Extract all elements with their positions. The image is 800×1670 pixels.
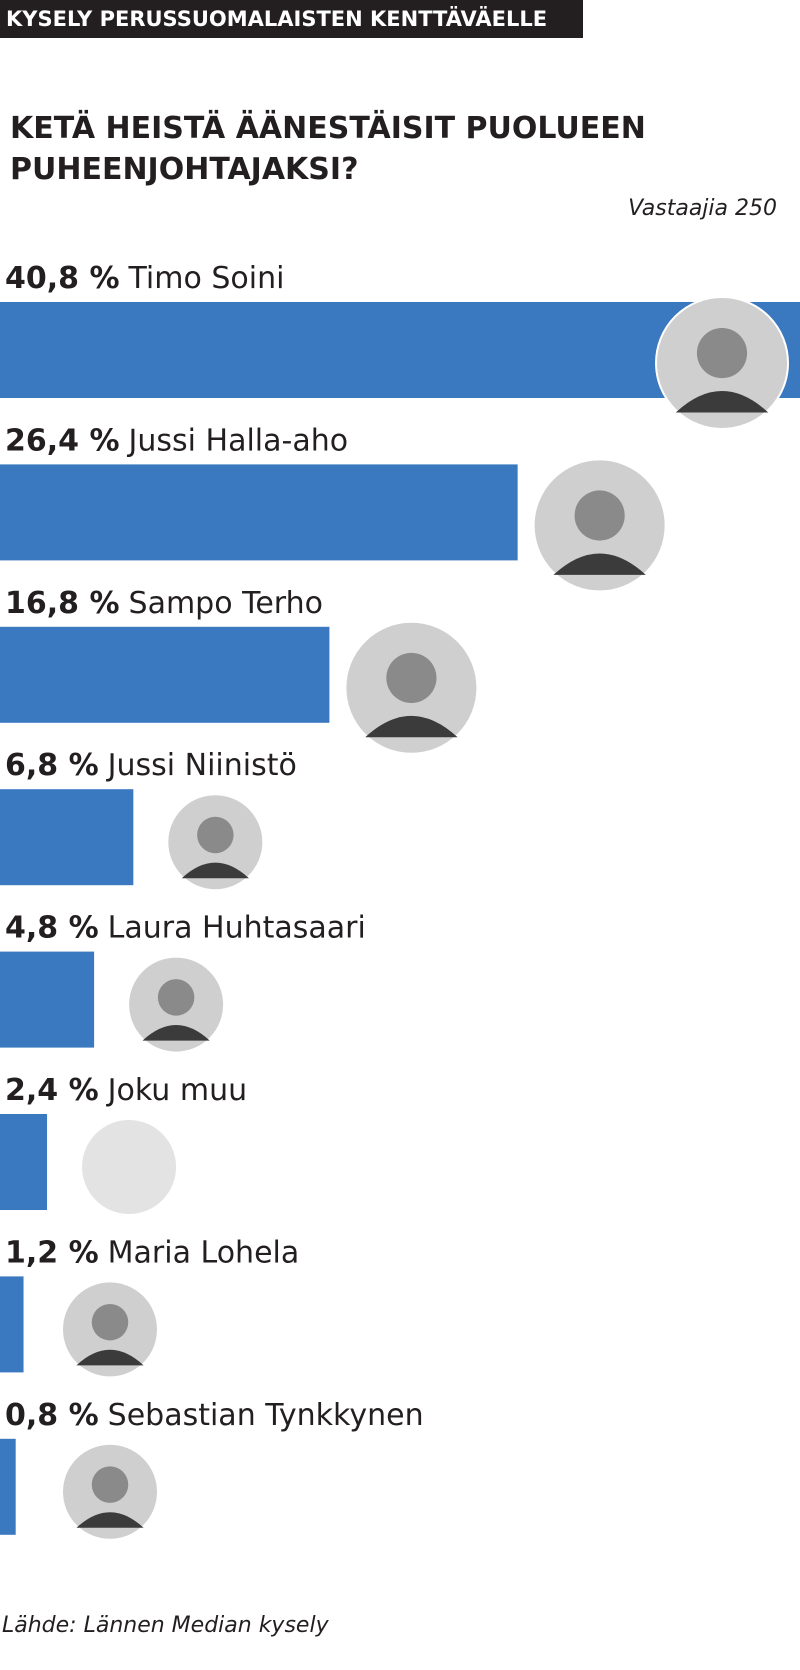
category-label: Timo Soini [128, 261, 285, 296]
value-label: 26,4 % [5, 423, 120, 458]
photo-body [142, 1025, 210, 1041]
bar [0, 1438, 16, 1535]
value-label: 2,4 % [5, 1073, 99, 1108]
row-label: 26,4 % Jussi Halla-aho [5, 423, 348, 458]
chart-title: KETÄ HEISTÄ ÄÄNESTÄISIT PUOLUEEN PUHEENJ… [10, 111, 646, 187]
photo-body [675, 391, 769, 413]
row-label: 1,2 % Maria Lohela [5, 1235, 299, 1270]
header: KYSELY PERUSSUOMALAISTEN KENTTÄVÄELLE [0, 0, 583, 38]
bar [0, 626, 330, 723]
row-label: 0,8 % Sebastian Tynkkynen [5, 1397, 424, 1432]
category-label: Sebastian Tynkkynen [108, 1397, 424, 1432]
row-label: 6,8 % Jussi Niinistö [5, 748, 297, 783]
photo-body [365, 715, 458, 738]
value-label: 6,8 % [5, 748, 99, 783]
category-label: Maria Lohela [108, 1235, 300, 1270]
bar [0, 951, 95, 1048]
value-label: 4,8 % [5, 910, 99, 945]
row-label: 40,8 % Timo Soini [5, 261, 284, 296]
photo-placeholder [80, 1118, 179, 1216]
bar [0, 789, 134, 886]
photo-head [386, 652, 437, 703]
value-label: 0,8 % [5, 1397, 99, 1432]
photo-body [181, 862, 249, 879]
bar [0, 464, 518, 561]
row-label: 4,8 % Laura Huhtasaari [5, 910, 366, 945]
category-label: Sampo Terho [129, 585, 323, 620]
photo-body [76, 1512, 144, 1528]
value-label: 40,8 % [5, 261, 120, 296]
row-label: 2,4 % Joku muu [5, 1073, 247, 1108]
category-label: Jussi Niinistö [106, 748, 297, 783]
photo-body [553, 553, 646, 575]
bar [0, 1114, 48, 1210]
photo-head [197, 816, 234, 854]
category-label: Joku muu [106, 1073, 247, 1108]
category-label: Laura Huhtasaari [108, 910, 366, 945]
photo-head [574, 490, 625, 541]
photo-body [76, 1349, 144, 1366]
bar [0, 1276, 24, 1373]
photo-head [91, 1303, 129, 1341]
subtitle: Vastaajia 250 [628, 196, 777, 221]
value-label: 1,2 % [5, 1235, 99, 1270]
row-label: 16,8 % Sampo Terho [5, 585, 323, 620]
photo-head [91, 1466, 129, 1503]
category-label: Jussi Halla-aho [127, 423, 349, 458]
source: Lähde: Lännen Median kysely [2, 1613, 330, 1638]
value-label: 16,8 % [5, 585, 120, 620]
photo-head [157, 979, 195, 1016]
photo-head [696, 328, 748, 379]
